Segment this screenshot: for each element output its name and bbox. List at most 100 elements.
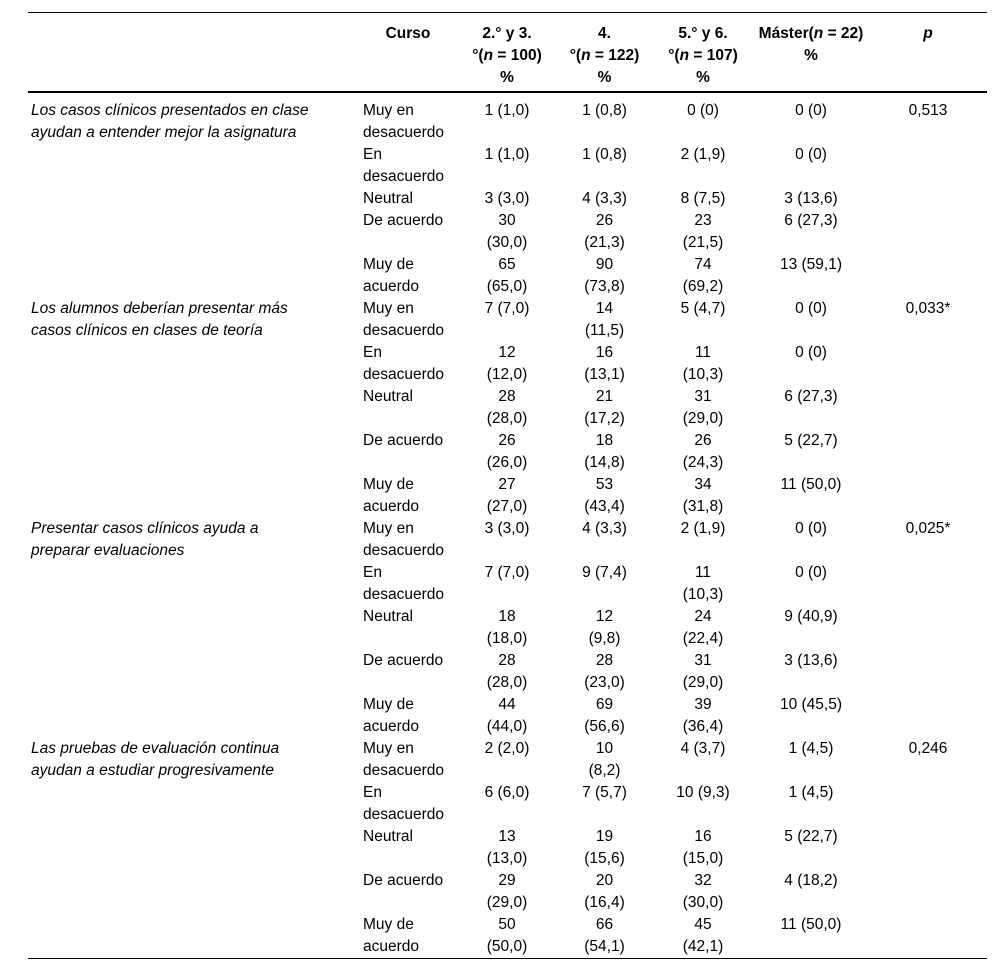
value-cell-grade-4: 10 (8,2) bbox=[588, 740, 621, 779]
table-row: De acuerdo 28 (28,0) 28 (23,0) 31 (29,0) 3 (… bbox=[28, 650, 987, 694]
header-text-segment: = 122) bbox=[590, 47, 640, 64]
value-cell-grade-4: 69 (56,6) bbox=[584, 696, 625, 735]
value-cell-grade-4: 1 (0,8) bbox=[582, 102, 627, 119]
value-cell-grade-2-3: 26 (26,0) bbox=[486, 432, 528, 471]
value-cell-grade-4: 1 (0,8) bbox=[582, 146, 627, 163]
likert-label-cell: Muy en desacuerdo bbox=[363, 300, 445, 339]
header-text-segment: Máster( bbox=[758, 25, 814, 42]
header-statement bbox=[28, 12, 358, 93]
header-italic-segment: n bbox=[581, 47, 591, 64]
likert-label-cell: De acuerdo bbox=[363, 652, 444, 669]
table-header: Curso 2.° y 3. °(n = 100)% 4. °(n = 122)% 5.°… bbox=[28, 12, 987, 93]
value-cell-master: 0 (0) bbox=[795, 102, 827, 119]
value-cell-grade-2-3: 1 (1,0) bbox=[484, 102, 530, 119]
value-cell-master: 6 (27,3) bbox=[784, 388, 838, 405]
header-text-segment: = 22) bbox=[823, 25, 864, 42]
value-cell-master: 0 (0) bbox=[795, 344, 827, 361]
value-cell-grade-4: 14 (11,5) bbox=[584, 300, 625, 339]
value-cell-master: 0 (0) bbox=[795, 146, 827, 163]
value-cell-grade-4: 53 (43,4) bbox=[584, 476, 625, 515]
value-cell-grade-5-6: 5 (4,7) bbox=[680, 300, 726, 317]
header-text-segment: 2.° y 3. bbox=[482, 25, 532, 42]
value-cell-master: 0 (0) bbox=[795, 300, 827, 317]
likert-label-cell: Muy de acuerdo bbox=[363, 916, 420, 955]
value-cell-grade-4: 18 (14,8) bbox=[584, 432, 625, 471]
value-cell-grade-4: 20 (16,4) bbox=[584, 872, 625, 911]
table-row: En desacuerdo 6 (6,0) 7 (5,7) 10 (9,3) 1 (4,… bbox=[28, 782, 987, 826]
header-text-segment: 5.° y 6. bbox=[678, 25, 728, 42]
p-value-cell: 0,025* bbox=[905, 520, 951, 537]
header-text-segment: Curso bbox=[385, 25, 431, 42]
header-italic-segment: p bbox=[923, 25, 933, 42]
value-cell-grade-5-6: 31 (29,0) bbox=[682, 652, 724, 691]
value-cell-grade-2-3: 2 (2,0) bbox=[484, 740, 530, 757]
table-row: De acuerdo 29 (29,0) 20 (16,4) 32 (30,0) 4 (… bbox=[28, 870, 987, 914]
value-cell-master: 5 (22,7) bbox=[784, 432, 838, 449]
p-value-cell: 0,246 bbox=[908, 740, 948, 757]
value-cell-grade-2-3: 6 (6,0) bbox=[484, 784, 530, 801]
likert-label-cell: Neutral bbox=[363, 388, 413, 405]
likert-label-cell: En desacuerdo bbox=[363, 146, 445, 185]
results-table: Curso 2.° y 3. °(n = 100)% 4. °(n = 122)% 5.°… bbox=[28, 12, 987, 959]
likert-label-cell: Muy de acuerdo bbox=[363, 256, 420, 295]
header-row: Curso 2.° y 3. °(n = 100)% 4. °(n = 122)% 5.°… bbox=[28, 12, 987, 93]
value-cell-grade-5-6: 34 (31,8) bbox=[682, 476, 724, 515]
statement-cell: Los alumnos deberían presentar más casos… bbox=[31, 300, 288, 339]
header-italic-segment: n bbox=[483, 47, 494, 64]
table-row: Neutral 13 (13,0) 19 (15,6) 16 (15,0) 5 (22,… bbox=[28, 826, 987, 870]
value-cell-grade-5-6: 32 (30,0) bbox=[682, 872, 724, 911]
value-cell-grade-2-3: 18 (18,0) bbox=[486, 608, 528, 647]
value-cell-grade-2-3: 12 (12,0) bbox=[486, 344, 528, 383]
value-cell-grade-4: 26 (21,3) bbox=[584, 212, 625, 251]
value-cell-master: 13 (59,1) bbox=[779, 256, 843, 273]
likert-label-cell: Neutral bbox=[363, 608, 413, 625]
value-cell-grade-2-3: 28 (28,0) bbox=[486, 388, 528, 427]
likert-label-cell: Muy en desacuerdo bbox=[363, 740, 445, 779]
header-text-segment: = 107) bbox=[689, 47, 738, 64]
table-row: Los alumnos deberían presentar más casos… bbox=[28, 298, 987, 342]
header-curso: Curso bbox=[358, 12, 458, 93]
header-text-segment: °( bbox=[569, 47, 582, 64]
table-row: Muy de acuerdo 27 (27,0) 53 (43,4) 34 (31,8… bbox=[28, 474, 987, 518]
table-row: Muy de acuerdo 44 (44,0) 69 (56,6) 39 (36,4… bbox=[28, 694, 987, 738]
value-cell-master: 5 (22,7) bbox=[784, 828, 838, 845]
value-cell-grade-5-6: 74 (69,2) bbox=[682, 256, 724, 295]
table-row: Neutral 28 (28,0) 21 (17,2) 31 (29,0) 6 (27,… bbox=[28, 386, 987, 430]
value-cell-grade-4: 12 (9,8) bbox=[588, 608, 621, 647]
header-italic-segment: n bbox=[679, 47, 690, 64]
value-cell-grade-2-3: 29 (29,0) bbox=[486, 872, 528, 911]
table-row: Muy de acuerdo 65 (65,0) 90 (73,8) 74 (69,2… bbox=[28, 254, 987, 298]
value-cell-grade-5-6: 39 (36,4) bbox=[682, 696, 724, 735]
table-row: En desacuerdo 1 (1,0) 1 (0,8) 2 (1,9) 0 (0) bbox=[28, 144, 987, 188]
value-cell-grade-5-6: 31 (29,0) bbox=[682, 388, 724, 427]
value-cell-grade-2-3: 7 (7,0) bbox=[484, 300, 530, 317]
value-cell-grade-2-3: 65 (65,0) bbox=[486, 256, 528, 295]
value-cell-grade-5-6: 10 (9,3) bbox=[676, 784, 730, 801]
value-cell-master: 1 (4,5) bbox=[788, 784, 834, 801]
value-cell-master: 11 (50,0) bbox=[780, 476, 842, 493]
value-cell-grade-4: 28 (23,0) bbox=[584, 652, 625, 691]
value-cell-grade-2-3: 27 (27,0) bbox=[486, 476, 528, 515]
value-cell-master: 11 (50,0) bbox=[780, 916, 842, 933]
value-cell-grade-4: 19 (15,6) bbox=[584, 828, 625, 867]
value-cell-grade-5-6: 24 (22,4) bbox=[682, 608, 724, 647]
header-grade-5-6: 5.° y 6. °(n = 107)% bbox=[653, 12, 753, 93]
table-row: Neutral 18 (18,0) 12 (9,8) 24 (22,4) 9 (40,9… bbox=[28, 606, 987, 650]
value-cell-grade-5-6: 4 (3,7) bbox=[680, 740, 726, 757]
value-cell-grade-5-6: 2 (1,9) bbox=[680, 146, 726, 163]
header-text-segment: 4. bbox=[598, 25, 611, 42]
value-cell-grade-5-6: 8 (7,5) bbox=[680, 190, 726, 207]
value-cell-grade-4: 21 (17,2) bbox=[584, 388, 625, 427]
statement-cell: Las pruebas de evaluación continua ayuda… bbox=[31, 740, 280, 779]
header-p-value: p bbox=[869, 12, 987, 93]
likert-label-cell: En desacuerdo bbox=[363, 344, 445, 383]
value-cell-grade-2-3: 1 (1,0) bbox=[484, 146, 530, 163]
value-cell-master: 1 (4,5) bbox=[788, 740, 834, 757]
value-cell-grade-2-3: 13 (13,0) bbox=[486, 828, 528, 867]
header-grade-2-3: 2.° y 3. °(n = 100)% bbox=[458, 12, 556, 93]
table-row: Muy de acuerdo 50 (50,0) 66 (54,1) 45 (42,1… bbox=[28, 914, 987, 959]
likert-label-cell: En desacuerdo bbox=[363, 564, 445, 603]
value-cell-grade-4: 16 (13,1) bbox=[584, 344, 625, 383]
likert-label-cell: Muy en desacuerdo bbox=[363, 102, 445, 141]
